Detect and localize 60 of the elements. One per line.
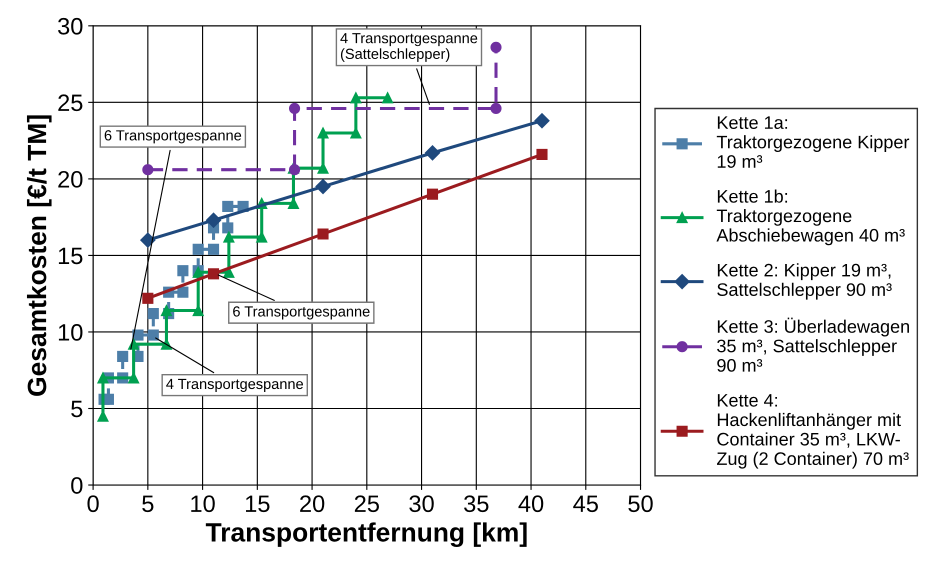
legend-label: Kette 1a: Traktorgezogene Kipper 19 m³ (716, 116, 910, 168)
x-tick-label: 35 (464, 495, 488, 512)
point (148, 308, 159, 320)
point (117, 350, 128, 362)
legend-label: Kette 2: Kipper 19 m³, Sattelschlepper 90 m³ (717, 263, 892, 300)
annotation: 6 Transportgespanne (104, 130, 242, 144)
point (222, 222, 234, 234)
point (148, 329, 159, 341)
x-tick-label: 25 (354, 495, 379, 512)
annotation: 4 Transportgespanne (166, 378, 303, 392)
legend-label: Kette 3: Überladewagen 35 m³, Sattelschlepper 90 m³ (717, 318, 909, 372)
point (490, 42, 502, 53)
point (208, 244, 220, 255)
annotation: 4 Transportgespanne (Sattelschlepper) (340, 33, 478, 62)
y-tick-label: 0 (71, 477, 82, 494)
point (160, 304, 172, 316)
point (177, 286, 188, 298)
x-tick-label: 40 (518, 495, 544, 512)
point (350, 92, 362, 104)
annotation: 6 Transportgespanne (233, 306, 370, 320)
x-tick-label: 20 (300, 495, 324, 512)
point (140, 232, 156, 248)
y-tick-label: 25 (58, 94, 82, 112)
x-tick-label: 15 (246, 496, 270, 512)
point (97, 372, 109, 384)
legend-label: Kette 4: Hackenliftanhänger mit Container 35 m³, LKW- Zug (2 Container) 70 m³ (716, 394, 909, 469)
y-tick-label: 10 (58, 324, 82, 341)
y-tick-label: 15 (58, 248, 82, 264)
point (222, 200, 234, 212)
point (223, 232, 234, 243)
point (177, 265, 188, 276)
x-tick-label: 5 (142, 496, 154, 512)
x-axis-title: Transportentfernung [km] (206, 522, 527, 548)
x-tick-label: 45 (573, 496, 598, 512)
point (424, 145, 440, 160)
x-tick-label: 30 (409, 495, 434, 512)
point (142, 292, 154, 304)
point (536, 148, 548, 160)
point (315, 178, 331, 194)
point (490, 102, 502, 114)
point (534, 113, 550, 128)
point (256, 232, 268, 243)
y-tick-label: 5 (71, 400, 82, 418)
point (289, 164, 300, 176)
point (382, 92, 394, 104)
point (208, 268, 220, 280)
x-tick-label: 10 (191, 495, 215, 512)
point (206, 212, 222, 228)
point (142, 164, 154, 176)
point (317, 228, 329, 240)
x-tick-label: 50 (628, 495, 653, 512)
y-axis-title: Gesamtkosten [€/t TM] (26, 115, 52, 396)
point (289, 102, 300, 114)
legend-label: Kette 1b: Traktorgezogene Abschiebewagen 40 m³ (716, 190, 905, 246)
x-tick-label: 0 (87, 495, 99, 512)
point (426, 188, 438, 200)
point (192, 244, 204, 255)
point (317, 127, 329, 139)
y-tick-label: 30 (58, 18, 82, 35)
y-tick-label: 20 (58, 170, 82, 188)
